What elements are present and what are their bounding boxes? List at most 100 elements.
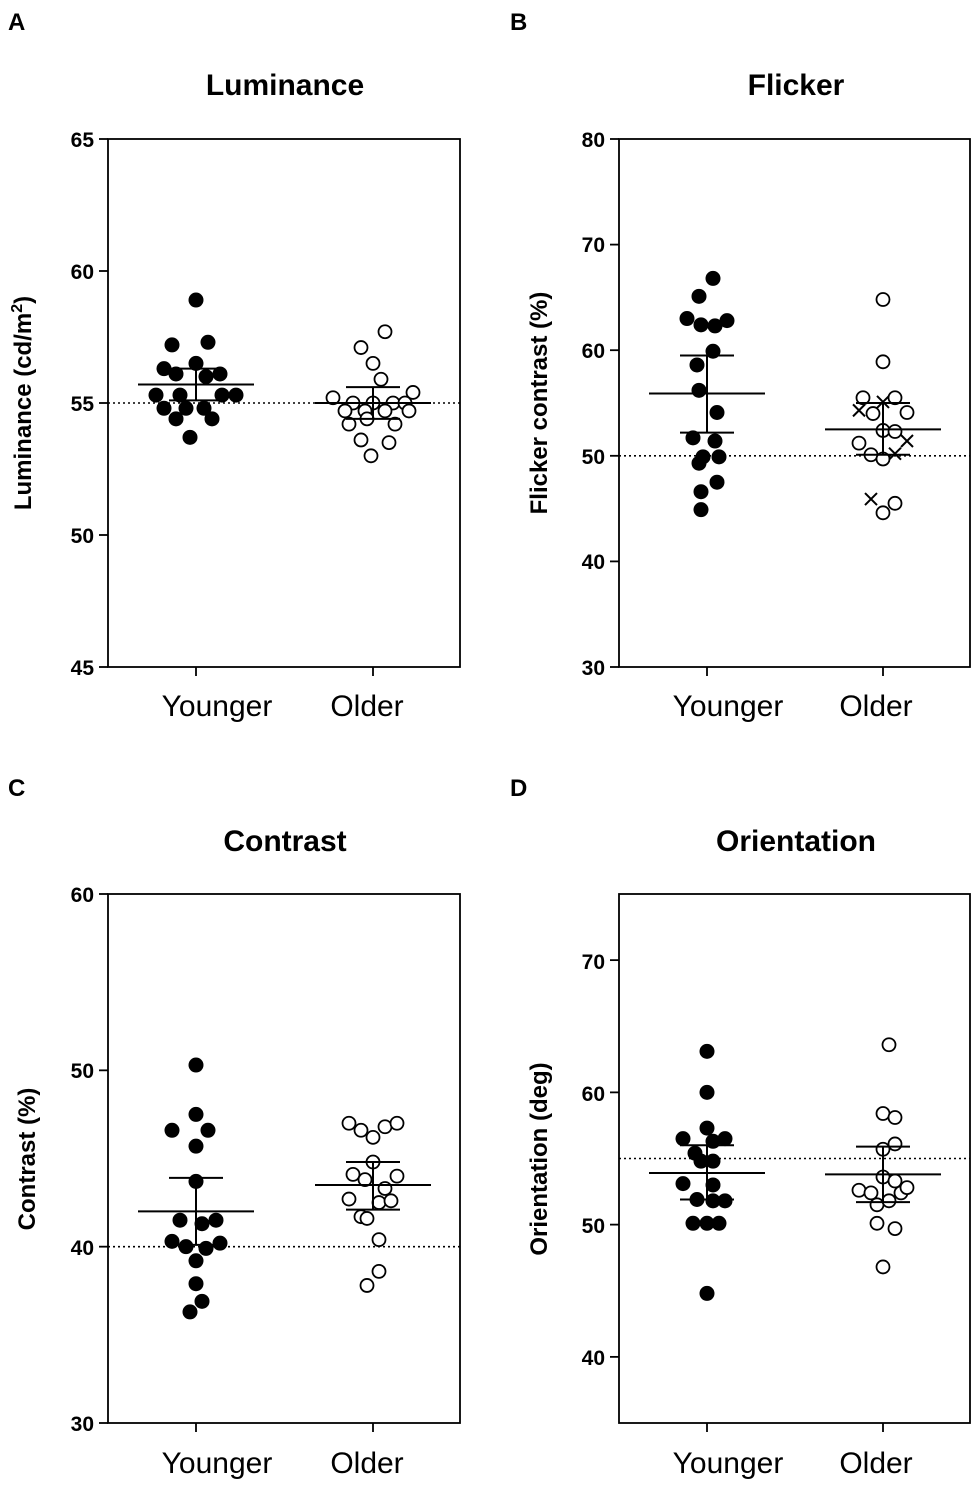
panel-a-younger-point — [178, 400, 194, 416]
panel-c-older-point — [345, 1166, 361, 1182]
panel-c-older-point — [353, 1122, 369, 1138]
panel-d-data-marks — [610, 959, 970, 1432]
panel-b-younger-point — [685, 430, 701, 446]
panel-b-younger-point — [707, 433, 723, 449]
panel-c-older-point — [357, 1172, 373, 1188]
panel-a-y-tick-label: 60 — [71, 261, 94, 284]
panel-a-younger-point — [164, 337, 180, 353]
panel-b-younger-point — [693, 317, 709, 333]
panel-c-older-point — [359, 1211, 375, 1226]
panel-d-older-point — [899, 1180, 915, 1195]
panel-b-younger-point — [691, 455, 707, 471]
panel-c-y-tick-label: 30 — [71, 1413, 94, 1436]
panel-a-older-point — [387, 416, 403, 432]
panel-b-y-tick-label: 50 — [582, 446, 605, 469]
panel-b-younger-point — [709, 405, 725, 421]
panel-d-older-point — [863, 1185, 879, 1201]
panel-b-older-point — [855, 390, 871, 406]
panel-a-younger-point — [148, 387, 164, 403]
panel-c-older-point — [371, 1263, 387, 1279]
panel-c-older-point — [365, 1129, 381, 1145]
panel-d-x-tick-label-younger: Younger — [673, 1447, 784, 1480]
panel-a-older-point — [353, 432, 369, 448]
panel-a-younger-point — [196, 400, 212, 416]
panel-b-older-cross-point — [864, 492, 878, 506]
panel-c-y-axis: 60 50 40 30 — [71, 884, 94, 1436]
panel-c-y-tick-label: 50 — [71, 1060, 94, 1083]
panel-b-younger-point — [719, 313, 735, 329]
panel-b-x-tick-label-younger: Younger — [673, 690, 784, 723]
panel-b: B Flicker Flicker contrast (%) 80 70 60 … — [510, 9, 971, 723]
panel-c-younger-point — [172, 1212, 188, 1228]
panel-b-older-point — [875, 292, 891, 307]
panel-a-older-point — [363, 448, 379, 464]
panel-c-title: Contrast — [223, 825, 346, 858]
panel-d-y-axis-label: Orientation (deg) — [526, 1062, 553, 1255]
panel-b-younger-point — [705, 270, 721, 286]
panel-b-younger-point — [693, 502, 709, 518]
panel-c-younger-point — [164, 1122, 180, 1138]
panel-d-younger-point — [705, 1193, 721, 1209]
panel-d-younger-point — [717, 1131, 733, 1147]
panel-d-younger-point — [711, 1215, 727, 1231]
panel-a-data-marks — [99, 138, 460, 676]
panel-a-y-axis-label-superscript: 2 — [9, 304, 26, 313]
panel-a-younger-point — [212, 366, 228, 382]
panel-b-y-tick-label: 70 — [582, 234, 605, 257]
panel-a-younger-point — [182, 429, 198, 445]
panel-d-y-tick-label: 70 — [582, 951, 605, 974]
panel-a-older-point — [341, 416, 357, 432]
panel-c-x-axis: Younger Older — [162, 1447, 404, 1480]
panel-d: D Orientation Orientation (deg) 70 60 50… — [510, 775, 971, 1480]
panel-a-younger-point — [168, 366, 184, 382]
panel-b-younger-point — [693, 484, 709, 500]
panel-d-y-tick-label: 40 — [582, 1347, 605, 1370]
panel-b-y-axis-label: Flicker contrast (%) — [526, 292, 553, 515]
panel-d-y-tick-label: 50 — [582, 1215, 605, 1238]
panel-c-x-tick-label-older: Older — [330, 1447, 403, 1480]
panel-c-younger-point — [188, 1057, 204, 1073]
panel-d-older-point — [887, 1136, 903, 1152]
panel-b-older-cross-point — [876, 395, 890, 409]
panel-c-y-axis-label: Contrast (%) — [14, 1088, 41, 1231]
panel-c-y-tick-label: 60 — [71, 884, 94, 907]
panel-b-x-tick-label-older: Older — [839, 690, 912, 723]
panel-c-younger-point — [178, 1239, 194, 1255]
panel-b-younger-point — [709, 474, 725, 490]
panel-a-older-point — [381, 435, 397, 451]
panel-a-younger-point — [168, 411, 184, 427]
panel-a: A Luminance Luminance (cd/m2) 65 60 55 5… — [8, 9, 461, 723]
panel-d-older-point — [875, 1259, 891, 1275]
panel-a-younger-point — [188, 355, 204, 371]
panel-c-younger-point — [194, 1293, 210, 1309]
panel-a-older-point — [405, 385, 421, 400]
panel-d-younger-point — [675, 1131, 691, 1147]
panel-d-older-point — [869, 1215, 885, 1231]
panel-c-older-point — [377, 1181, 393, 1196]
panel-d-older-point — [869, 1197, 885, 1213]
panel-b-younger-point — [707, 318, 723, 334]
panel-c-younger-point — [212, 1235, 228, 1251]
panel-b-older-cross-point — [852, 403, 866, 418]
panel-b-older-point — [887, 495, 903, 511]
panel-d-younger-point — [699, 1120, 715, 1136]
panel-a-older-point — [365, 355, 381, 371]
panel-a-older-point — [401, 403, 417, 419]
panel-b-y-axis: 80 70 60 50 40 30 — [582, 129, 605, 680]
panel-b-y-tick-label: 30 — [582, 657, 605, 680]
panel-d-older-point — [881, 1193, 897, 1209]
panel-a-younger-point — [200, 334, 216, 350]
panel-a-y-tick-label: 45 — [71, 657, 95, 680]
panel-b-older-point — [875, 354, 891, 370]
panel-c-older-point — [341, 1115, 357, 1131]
panel-b-older-point — [899, 405, 915, 420]
panel-a-younger-point — [156, 400, 172, 416]
panel-c: C Contrast Contrast (%) 60 50 40 30 Youn… — [8, 775, 461, 1480]
panel-c-older-point — [389, 1168, 405, 1184]
panel-b-x-axis: Younger Older — [673, 690, 913, 723]
panel-a-older-point — [353, 340, 369, 355]
panel-d-older-point — [875, 1106, 891, 1121]
panel-a-younger-point — [204, 411, 220, 427]
panel-a-y-axis-label-suffix: ) — [10, 296, 37, 304]
